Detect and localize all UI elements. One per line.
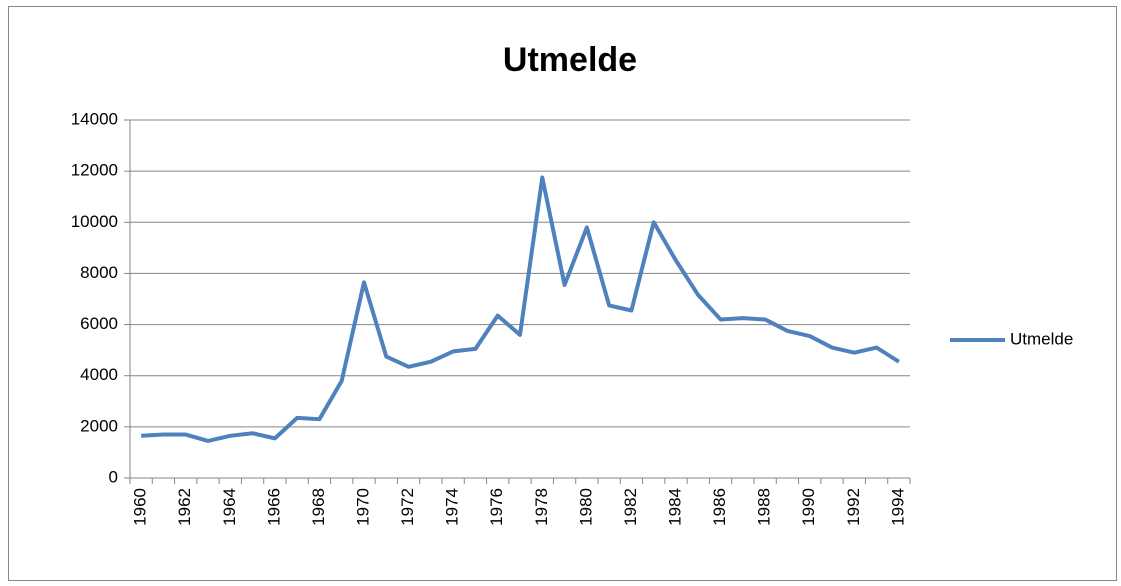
x-tick-label: 1972 <box>398 488 417 526</box>
data-line <box>141 175 900 443</box>
y-tick-label: 0 <box>109 467 118 486</box>
y-tick-label: 8000 <box>80 263 118 282</box>
x-tick-label: 1994 <box>888 488 907 526</box>
y-tick-label: 12000 <box>71 161 118 180</box>
x-tick-label: 1968 <box>309 488 328 526</box>
legend-label: Utmelde <box>1010 329 1073 348</box>
x-tick-label: 1980 <box>576 488 595 526</box>
x-tick-label: 1986 <box>710 488 729 526</box>
x-tick-label: 1978 <box>532 488 551 526</box>
x-tick-label: 1992 <box>844 488 863 526</box>
y-tick-label: 2000 <box>80 416 118 435</box>
x-tick-label: 1966 <box>264 488 283 526</box>
x-tick-label: 1962 <box>175 488 194 526</box>
y-tick-label: 6000 <box>80 314 118 333</box>
x-tick-label: 1988 <box>755 488 774 526</box>
x-tick-label: 1976 <box>487 488 506 526</box>
x-tick-label: 1974 <box>443 488 462 526</box>
chart-title: Utmelde <box>503 41 637 79</box>
x-tick-label: 1964 <box>220 488 239 526</box>
x-tick-label: 1960 <box>131 488 150 526</box>
x-tick-label: 1970 <box>353 488 372 526</box>
x-tick-label: 1990 <box>799 488 818 526</box>
y-tick-label: 14000 <box>71 109 118 128</box>
x-tick-label: 1982 <box>621 488 640 526</box>
chart-frame <box>8 6 1117 581</box>
y-tick-label: 10000 <box>71 212 118 231</box>
x-tick-label: 1984 <box>665 488 684 526</box>
y-tick-label: 4000 <box>80 365 118 384</box>
